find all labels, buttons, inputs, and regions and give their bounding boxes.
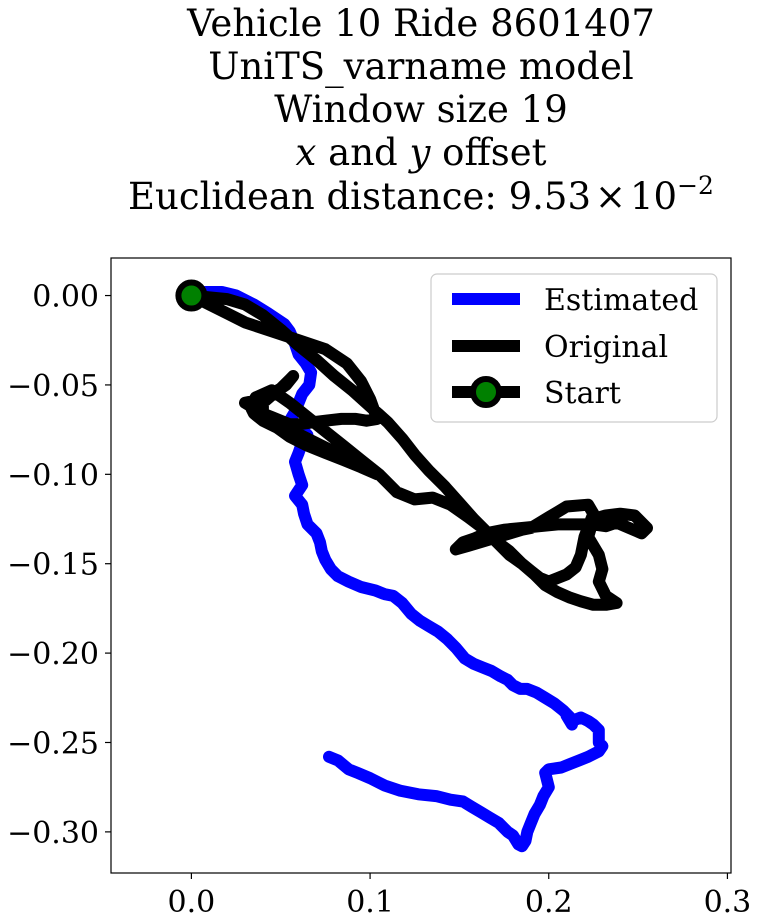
y-tick-label: −0.15 bbox=[7, 548, 99, 583]
legend-swatch-start-marker bbox=[470, 376, 502, 408]
y-tick-label: 0.00 bbox=[32, 280, 99, 315]
series-layer bbox=[175, 279, 653, 853]
title-distance-base: 10 bbox=[630, 175, 677, 218]
title-line-1: Vehicle 10 Ride 8601407 bbox=[186, 2, 655, 45]
title-distance-prefix: Euclidean distance: bbox=[128, 175, 509, 218]
series-line-original bbox=[185, 289, 653, 611]
start-marker bbox=[175, 279, 208, 312]
legend-frame bbox=[430, 273, 718, 423]
title-line-5: Euclidean distance: 9.53 × 10−2 bbox=[128, 171, 714, 218]
title-line-3: Window size 19 bbox=[274, 88, 568, 131]
y-tick-label: −0.05 bbox=[7, 369, 99, 404]
title-line-4: x and y offset bbox=[296, 131, 547, 174]
title-distance-exponent: −2 bbox=[677, 171, 714, 200]
legend-label-start: Start bbox=[544, 376, 621, 411]
title-y-symbol: y bbox=[408, 131, 432, 174]
legend-label-original: Original bbox=[544, 330, 668, 365]
x-tick-label: 0.3 bbox=[704, 885, 752, 920]
y-axis: 0.00 −0.05 −0.10 −0.15 −0.20 −0.25 −0.30 bbox=[7, 280, 111, 851]
y-tick-label: −0.10 bbox=[7, 458, 99, 493]
title-offset-word: offset bbox=[430, 131, 546, 174]
title-distance-times: × bbox=[595, 175, 626, 218]
chart-title: Vehicle 10 Ride 8601407 UniTS_varname mo… bbox=[128, 2, 714, 218]
title-and: and bbox=[316, 131, 409, 174]
title-x-symbol: x bbox=[296, 131, 317, 174]
x-tick-label: 0.1 bbox=[346, 885, 394, 920]
y-tick-label: −0.30 bbox=[7, 816, 99, 851]
x-tick-label: 0.0 bbox=[168, 885, 216, 920]
plot-frame bbox=[110, 257, 732, 874]
title-line-2: UniTS_varname model bbox=[208, 45, 633, 89]
y-tick-label: −0.25 bbox=[7, 726, 99, 761]
x-axis: 0.0 0.1 0.2 0.3 bbox=[168, 873, 752, 920]
y-tick-label: −0.20 bbox=[7, 637, 99, 672]
legend: Estimated Original Start bbox=[430, 273, 718, 423]
x-tick-label: 0.2 bbox=[525, 885, 573, 920]
legend-label-estimated: Estimated bbox=[544, 283, 698, 318]
title-distance-mantissa: 9.53 bbox=[509, 175, 591, 218]
